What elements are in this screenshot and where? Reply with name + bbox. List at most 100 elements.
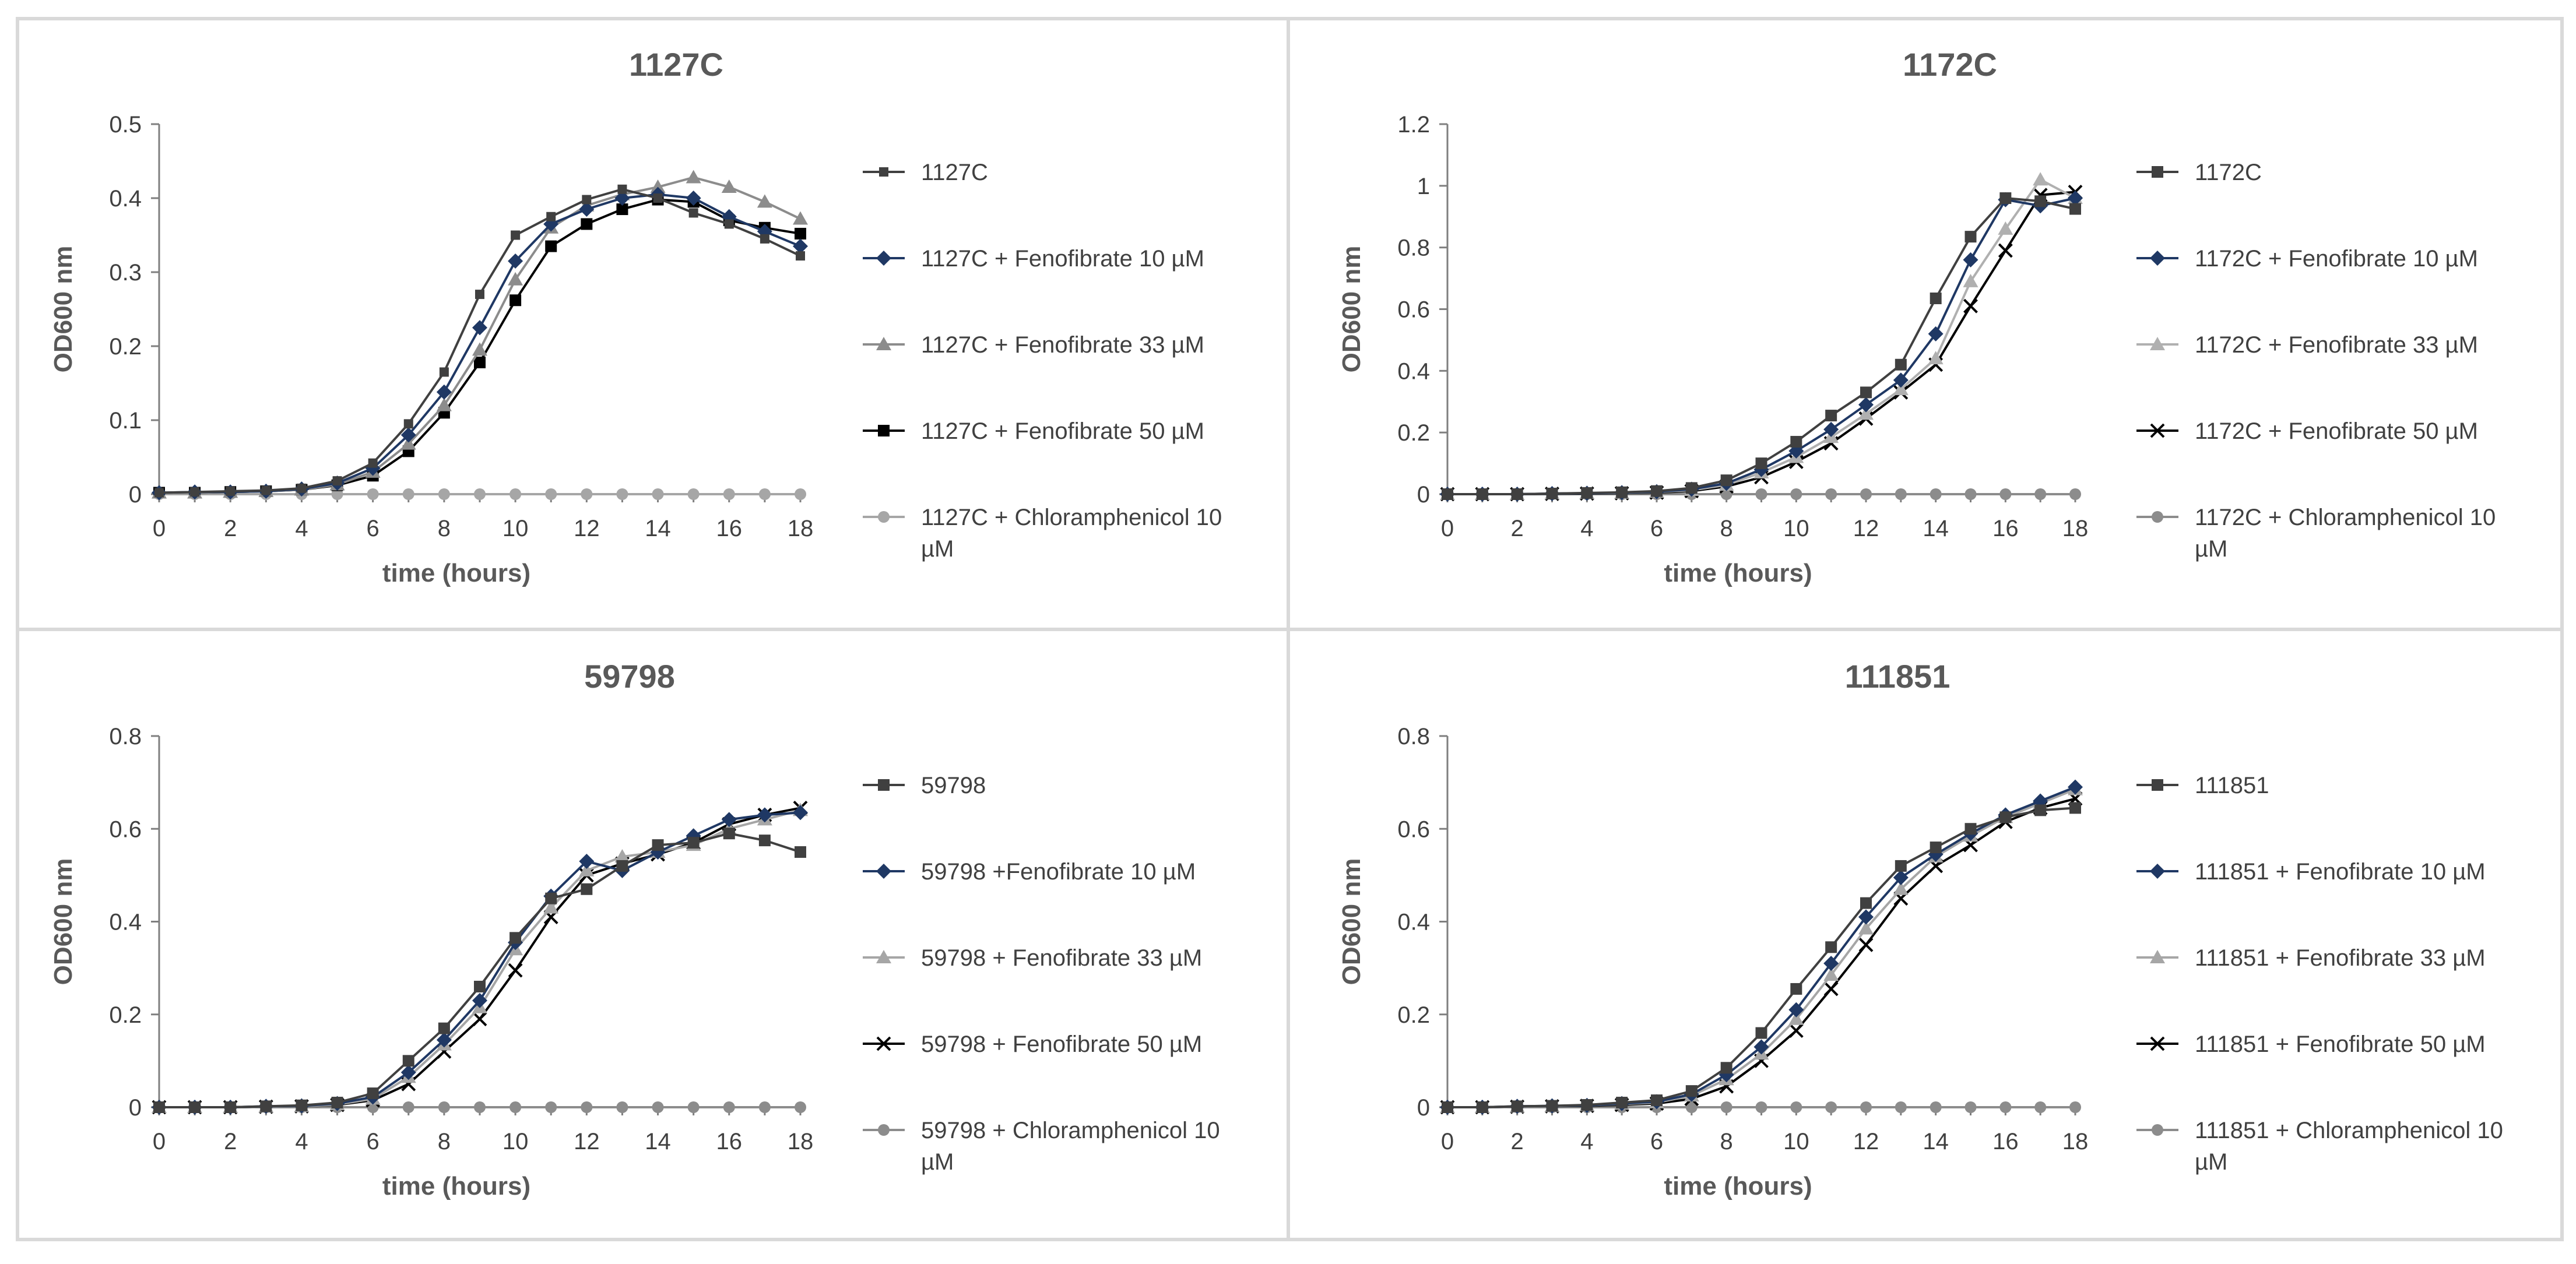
data-point xyxy=(686,191,701,206)
data-point xyxy=(400,1065,416,1080)
data-point xyxy=(1930,292,1942,304)
data-point xyxy=(2069,802,2081,814)
data-point xyxy=(436,1032,452,1048)
y-axis-title: OD600 nm xyxy=(1337,858,1366,985)
y-tick-label: 0 xyxy=(1417,1095,1430,1121)
data-point xyxy=(1511,488,1523,500)
data-point xyxy=(402,1055,414,1067)
data-point xyxy=(1825,410,1837,422)
x-tick-label: 0 xyxy=(1441,516,1454,541)
data-point xyxy=(1546,487,1558,499)
y-tick-label: 0.2 xyxy=(109,1002,142,1028)
data-point xyxy=(2034,1101,2047,1113)
y-tick-label: 0.6 xyxy=(1397,816,1430,842)
data-point xyxy=(508,253,523,269)
data-point xyxy=(545,488,557,500)
x-tick-label: 2 xyxy=(1511,516,1524,541)
data-point xyxy=(475,290,484,300)
data-point xyxy=(2033,172,2048,186)
legend-marker xyxy=(878,511,890,523)
data-point xyxy=(1963,298,1978,314)
data-point xyxy=(723,488,735,500)
legend-label-line1: 59798 + Chloramphenicol 10 xyxy=(921,1118,1220,1143)
chart-title: 111851 xyxy=(1845,658,1951,695)
data-point xyxy=(1930,488,1942,500)
legend-entry-3: 111851 + Fenofibrate 33 µM xyxy=(2136,945,2486,971)
chart-title: 59798 xyxy=(584,658,675,695)
legend-label-line2: µM xyxy=(2195,1149,2227,1175)
legend-entry-5: 1172C + Chloramphenicol 10 µM xyxy=(2136,505,2496,562)
y-tick-label: 0.1 xyxy=(109,408,142,434)
data-point xyxy=(1788,1023,1804,1038)
x-tick-label: 14 xyxy=(645,1129,671,1154)
data-point xyxy=(1581,1099,1593,1111)
data-point xyxy=(758,835,771,847)
x-tick-label: 18 xyxy=(788,516,814,541)
x-tick-label: 6 xyxy=(367,516,379,541)
legend-label: 111851 + Fenofibrate 50 µM xyxy=(2195,1031,2486,1057)
legend-entry-2: 1172C + Fenofibrate 10 µM xyxy=(2136,246,2478,272)
data-point xyxy=(545,240,557,252)
data-point xyxy=(1720,1101,1732,1113)
data-point xyxy=(582,195,592,205)
data-point xyxy=(1788,1002,1804,1017)
x-tick-label: 6 xyxy=(1650,516,1663,541)
data-point xyxy=(2034,488,2047,500)
y-axis-title: OD600 nm xyxy=(49,246,78,373)
data-point xyxy=(261,485,271,495)
data-point xyxy=(2068,779,2083,795)
y-tick-label: 0 xyxy=(129,482,142,508)
data-point xyxy=(1823,981,1839,997)
data-point xyxy=(226,486,236,496)
data-point xyxy=(1825,1101,1837,1113)
data-point xyxy=(1651,485,1663,497)
data-point xyxy=(400,427,416,443)
x-tick-label: 12 xyxy=(1853,516,1879,541)
data-point xyxy=(511,230,521,240)
x-tick-label: 0 xyxy=(153,516,166,541)
data-point xyxy=(472,1012,487,1027)
x-tick-label: 10 xyxy=(1783,1129,1809,1154)
legend-marker xyxy=(879,167,888,177)
legend-entry-4: 59798 + Fenofibrate 50 µM xyxy=(863,1031,1202,1057)
y-tick-label: 0.2 xyxy=(1397,420,1430,446)
legend-entry-1: 1127C xyxy=(863,160,988,185)
legend-marker xyxy=(2150,1036,2165,1051)
chart-panel-2: 1172C 0 0.2 0.4 0.6 0.8 1 1.2 0 2 4 6 8 10 12 14 16 18 tim… xyxy=(1337,46,2496,587)
x-tick-label: 8 xyxy=(438,516,451,541)
data-point xyxy=(1860,1101,1872,1113)
data-point xyxy=(1476,1101,1488,1113)
legend-label-line1: 1172C + Chloramphenicol 10 xyxy=(2195,505,2496,530)
legend-marker xyxy=(2152,511,2163,523)
legend-label: 1172C + Fenofibrate 33 µM xyxy=(2195,332,2478,358)
data-point xyxy=(1546,1100,1558,1112)
data-point xyxy=(793,211,808,225)
legend-label: 1172C + Fenofibrate 10 µM xyxy=(2195,246,2478,272)
y-tick-label: 0 xyxy=(129,1095,142,1121)
data-point xyxy=(332,476,342,486)
data-point xyxy=(509,1101,522,1113)
data-point xyxy=(1895,1101,1907,1113)
data-point xyxy=(650,179,666,193)
x-tick-label: 6 xyxy=(1650,1129,1663,1154)
data-point xyxy=(189,1101,201,1113)
data-point xyxy=(723,1101,735,1113)
data-point xyxy=(757,194,772,208)
data-point xyxy=(508,963,523,978)
x-tick-label: 16 xyxy=(716,516,743,541)
data-point xyxy=(472,992,487,1008)
data-point xyxy=(757,807,772,823)
data-point xyxy=(1720,474,1732,487)
x-tick-label: 18 xyxy=(2062,516,2089,541)
legend-marker xyxy=(2152,166,2163,178)
data-point xyxy=(1442,488,1453,500)
x-tick-label: 14 xyxy=(645,516,671,541)
data-point xyxy=(687,837,700,849)
data-point xyxy=(581,488,593,500)
legend-marker xyxy=(878,425,890,436)
data-point xyxy=(687,488,700,500)
legend-label: 1127C + Fenofibrate 10 µM xyxy=(921,246,1204,272)
data-point xyxy=(581,218,593,230)
data-point xyxy=(224,1101,237,1113)
legend-entry-5: 59798 + Chloramphenicol 10 µM xyxy=(863,1118,1220,1175)
